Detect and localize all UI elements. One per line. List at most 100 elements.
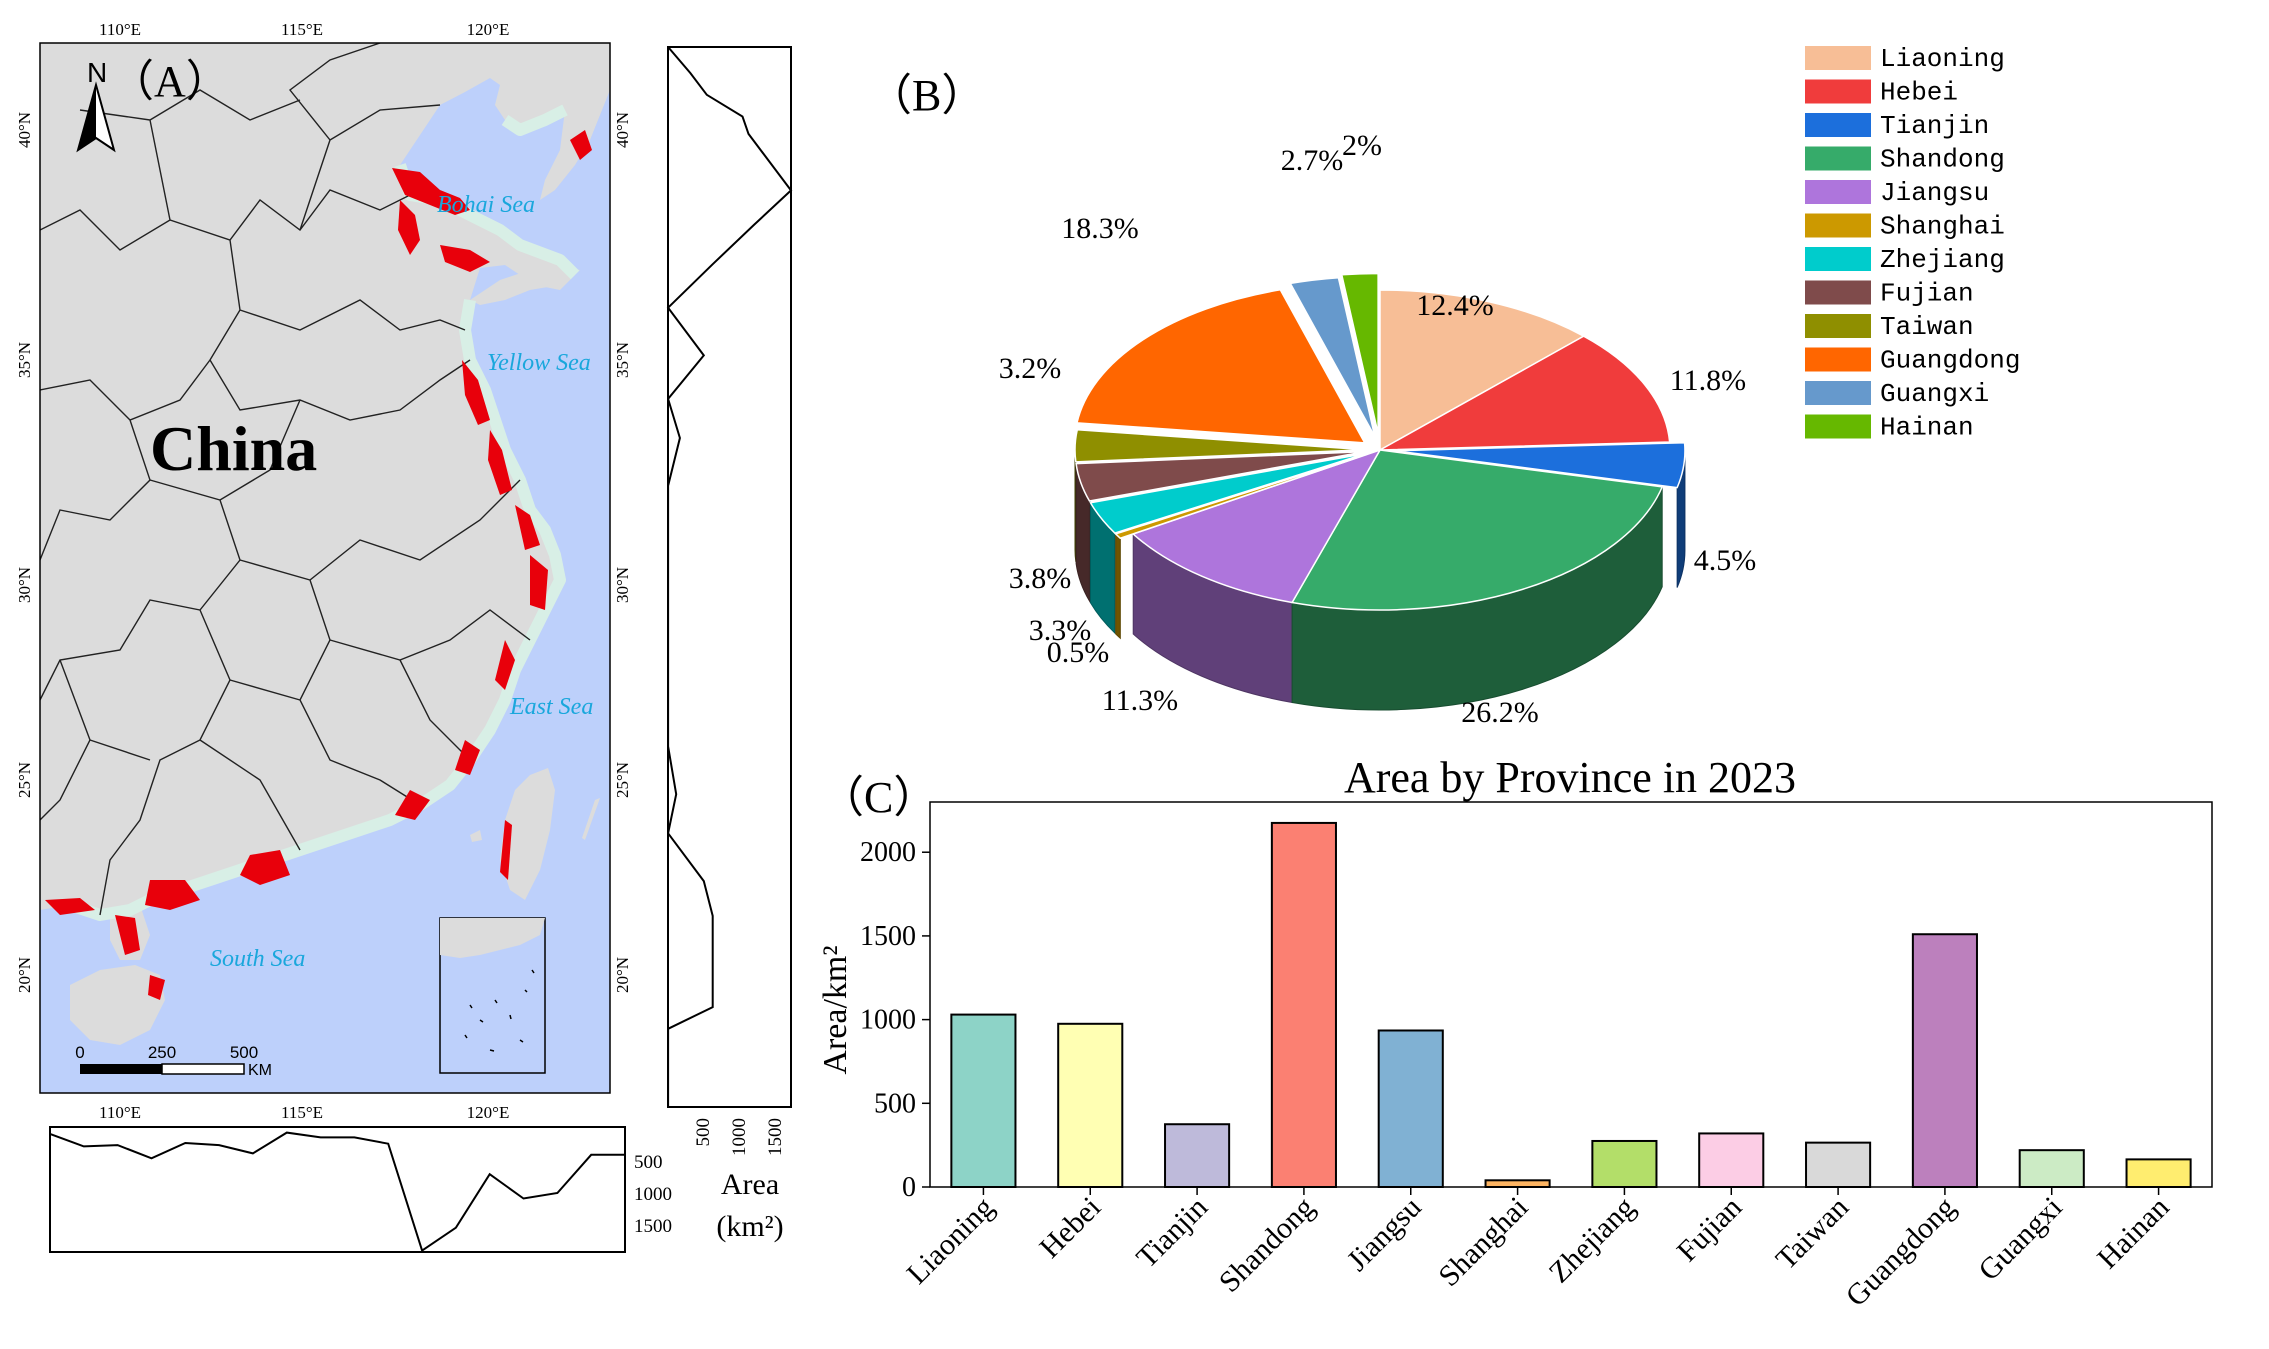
map-pond-liaodong-east [570,130,592,160]
map-pond-hainan [148,975,165,1000]
scale-tick-0: 0 [75,1043,84,1062]
map-aquaculture-ponds [45,130,592,1000]
right-profile-tick-1000: 1000 [729,1118,750,1156]
country-label: China [150,413,317,484]
x-tick-label-hainan: Hainan [2091,1191,2176,1276]
legend-label-tianjin: Tianjin [1880,111,1989,141]
lat-tick-left-30: 30°N [15,567,34,603]
area-label: Area [721,1168,779,1201]
pie-label-tianjin: 4.5% [1694,544,1757,577]
legend-label-liaoning: Liaoning [1880,44,2005,74]
pie-slice-zhejiang [1089,452,1367,534]
bottom-profile-tick-500: 500 [634,1152,663,1173]
bottom-profile-line [49,1131,625,1253]
map-taiwan-island [500,768,555,900]
map-hainan-island [70,965,165,1045]
pie-slice-shanghai [1114,453,1368,540]
scale-bar-black [80,1064,162,1074]
bar-zhejiang [1591,1139,1658,1189]
map-pond-guangdong-east [395,790,430,820]
bar-chart-ylabel: Area/km² [817,945,854,1074]
y-tick-label-2000: 2000 [860,837,916,868]
bar-hainan [2125,1158,2192,1189]
x-tick-label-hebei: Hebei [1033,1191,1107,1265]
map-pond-laizhou [440,245,490,272]
legend-swatch-hebei [1805,79,1871,104]
panel-b-label: （B） [868,71,985,120]
map-pond-guangxi [45,898,95,915]
lat-tick-left-40: 40°N [15,112,34,148]
legend-swatch-hainan [1805,414,1871,439]
scale-bar-white [161,1063,245,1075]
legend-label-hainan: Hainan [1880,413,1974,443]
legend-label-taiwan: Taiwan [1880,312,1974,342]
lat-tick-right-20: 20°N [613,957,632,993]
map-pond-jiangsu [488,430,512,495]
x-tick-label-guangxi: Guangxi [1972,1191,2068,1287]
pie-label-fujian: 3.8% [1009,562,1072,595]
sea-label-south: South Sea [210,946,305,972]
pie-label-shandong: 26.2% [1461,696,1539,729]
map-pond-yellow-sea-north [462,360,490,425]
sea-label-bohai: Bohai Sea [437,192,535,218]
scale-tick-500: 500 [230,1043,258,1062]
x-tick-label-jiangsu: Jiangsu [1341,1191,1428,1278]
map-pond-bohai-west [398,200,420,255]
bar-shandong [1270,821,1337,1188]
legend-swatch-guangxi [1805,381,1871,405]
north-arrow-fill-icon [78,85,96,150]
right-profile: 500 1000 1500 Area (km²) [666,46,793,1243]
x-tick-label-zhejiang: Zhejiang [1543,1191,1642,1290]
pie-label-guangdong: 18.3% [1061,212,1139,245]
map-pond-fujian-south [455,740,480,775]
lon-tick-top-115: 115°E [281,20,323,39]
map-pond-taiwan [500,820,512,880]
lat-tick-right-40: 40°N [613,112,632,148]
bottom-profile-tick-1500: 1500 [634,1216,672,1237]
pie-slice-tianjin [1394,441,1686,489]
lon-tick-bottom-110: 110°E [99,1103,141,1122]
bar-guangdong [1911,933,1978,1188]
x-tick-label-taiwan: Taiwan [1770,1191,1855,1276]
pie-slice-guangdong [1076,288,1367,444]
sea-label-yellow: Yellow Sea [487,350,591,376]
sea-label-east: East Sea [509,694,593,720]
map-liaodong-peninsula [540,43,610,200]
lat-tick-left-35: 35°N [15,342,34,378]
pie-slice-taiwan [1074,428,1366,463]
pie-label-zhejiang: 3.3% [1029,614,1092,647]
lon-tick-top-110: 110°E [99,20,141,39]
pie-side-walls [1074,449,1686,711]
pie-slice-jiangsu [1131,448,1382,604]
pie-slice-guangxi [1289,276,1376,437]
lat-tick-left-20: 20°N [15,957,34,993]
map-pond-shanghai [515,505,540,550]
bar-hebei [1057,1022,1124,1188]
bar-shanghai [1484,1179,1551,1188]
right-profile-tick-500: 500 [693,1118,714,1147]
area-unit: (km²) [716,1210,783,1243]
legend-swatch-liaoning [1805,46,1871,70]
right-profile-frame [667,46,792,1108]
right-profile-tick-1500: 1500 [765,1118,786,1156]
lat-tick-right-30: 30°N [613,567,632,603]
scale-unit: KM [248,1062,272,1079]
pie-label-guangxi: 2.7% [1281,144,1344,177]
map-province-boundaries [40,43,531,916]
map-pond-bohai-north [392,168,470,215]
bar-jiangsu [1377,1029,1444,1188]
bar-y-axis-ticks: 0 500 1000 1500 2000 [860,837,930,1203]
panel-a-map [39,42,611,1094]
legend-label-jiangsu: Jiangsu [1880,178,1989,208]
bottom-profile-frame [49,1126,626,1253]
map-pond-fujian [495,640,515,690]
bar-chart-title: Area by Province in 2023 [1344,753,1796,802]
x-tick-label-shandong: Shandong [1213,1191,1321,1299]
x-tick-label-fujian: Fujian [1671,1191,1749,1269]
y-tick-label-1500: 1500 [860,921,916,952]
lat-tick-right-25: 25°N [613,762,632,798]
map-pond-zhejiang [530,555,548,610]
